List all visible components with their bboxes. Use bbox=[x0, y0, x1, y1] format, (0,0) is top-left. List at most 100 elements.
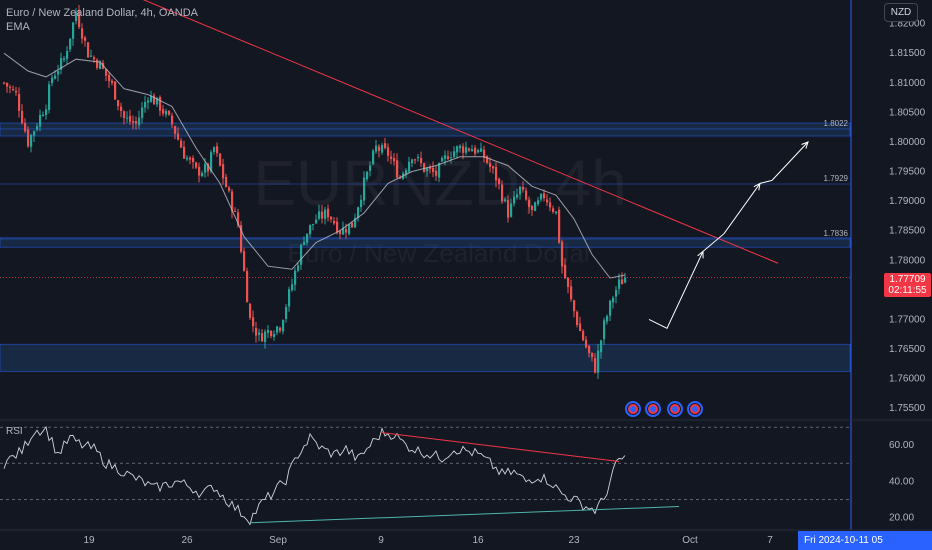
candle-body bbox=[546, 199, 549, 203]
economic-event-icon[interactable] bbox=[687, 401, 703, 417]
candle-body bbox=[279, 327, 282, 331]
economic-event-icon[interactable] bbox=[625, 401, 641, 417]
candle-body bbox=[417, 156, 420, 159]
candle-body bbox=[375, 145, 378, 152]
candle-body bbox=[576, 311, 579, 326]
candle-body bbox=[540, 193, 543, 200]
candle-body bbox=[336, 221, 339, 233]
candle-body bbox=[276, 326, 279, 333]
price-axis-tick: 1.79500 bbox=[889, 167, 926, 178]
candle-body bbox=[600, 340, 603, 353]
candle-body bbox=[468, 148, 471, 151]
candle-body bbox=[522, 186, 525, 190]
instrument-title: Euro / New Zealand Dollar, 4h, OANDA bbox=[6, 7, 198, 19]
rsi-pane bbox=[0, 419, 932, 526]
projection-arrowhead bbox=[753, 182, 761, 191]
sr-zone bbox=[0, 343, 851, 372]
candle-body bbox=[264, 331, 267, 342]
candle-body bbox=[615, 290, 618, 297]
rsi-line bbox=[3, 425, 626, 526]
candle-body bbox=[192, 158, 195, 163]
candle-body bbox=[579, 323, 582, 332]
economic-event-icon[interactable] bbox=[645, 401, 661, 417]
candle-body bbox=[525, 190, 528, 200]
candle-body bbox=[510, 203, 513, 217]
candle-body bbox=[585, 339, 588, 348]
currency-badge[interactable]: NZD bbox=[884, 3, 918, 22]
candle-body bbox=[120, 106, 123, 111]
candle-body bbox=[273, 334, 276, 337]
candle-body bbox=[357, 207, 360, 219]
candle-body bbox=[411, 159, 414, 164]
candle-body bbox=[90, 55, 93, 57]
candle-body bbox=[453, 151, 456, 158]
candle-body bbox=[492, 166, 495, 169]
candle-body bbox=[414, 159, 417, 161]
candle-body bbox=[156, 97, 159, 105]
candle-body bbox=[501, 184, 504, 202]
axes: 1.755001.760001.765001.770001.775001.780… bbox=[0, 19, 932, 546]
candle-body bbox=[27, 129, 30, 147]
ema-indicator-label[interactable]: EMA bbox=[6, 21, 30, 33]
candle-body bbox=[564, 264, 567, 279]
candle-body bbox=[231, 191, 234, 212]
candle-body bbox=[474, 147, 477, 154]
candle-body bbox=[84, 37, 87, 41]
candle-body bbox=[330, 216, 333, 220]
candle-body bbox=[54, 75, 57, 79]
crosshair-date-label: Fri 2024-10-11 05 bbox=[798, 531, 932, 550]
rsi-indicator-label[interactable]: RSI bbox=[6, 426, 23, 437]
time-axis-tick: Sep bbox=[269, 535, 287, 546]
candle-body bbox=[378, 146, 381, 151]
level-label: 1.7836 bbox=[824, 229, 849, 238]
candle-body bbox=[201, 172, 204, 177]
candle-body bbox=[516, 194, 519, 198]
candle-body bbox=[495, 166, 498, 181]
candle-body bbox=[393, 158, 396, 162]
candle-body bbox=[18, 94, 21, 111]
candle-body bbox=[105, 68, 108, 76]
price-axis-tick: 1.75500 bbox=[889, 403, 926, 414]
economic-event-icon[interactable] bbox=[667, 401, 683, 417]
candle-body bbox=[456, 146, 459, 153]
candle-body bbox=[543, 193, 546, 198]
candle-body bbox=[312, 224, 315, 226]
candle-body bbox=[438, 163, 441, 178]
candle-body bbox=[420, 158, 423, 164]
candle-body bbox=[303, 241, 306, 245]
candle-body bbox=[63, 58, 66, 60]
candle-body bbox=[222, 164, 225, 179]
drawings bbox=[142, 0, 809, 329]
candle-body bbox=[534, 202, 537, 212]
candle-body bbox=[459, 145, 462, 149]
candle-body bbox=[597, 350, 600, 373]
candle-body bbox=[561, 241, 564, 267]
candle-body bbox=[261, 333, 264, 342]
candle-body bbox=[327, 208, 330, 218]
candle-body bbox=[480, 148, 483, 152]
candle-body bbox=[243, 251, 246, 271]
candlesticks bbox=[3, 4, 627, 379]
candle-body bbox=[219, 153, 222, 166]
candle-body bbox=[555, 211, 558, 214]
candle-body bbox=[387, 147, 390, 156]
price-axis-tick: 1.78000 bbox=[889, 255, 926, 266]
time-axis-tick: Oct bbox=[682, 535, 698, 546]
candle-body bbox=[426, 168, 429, 172]
candle-body bbox=[66, 51, 69, 59]
candle-body bbox=[606, 316, 609, 322]
candle-body bbox=[291, 284, 294, 291]
candle-body bbox=[351, 222, 354, 228]
candle-body bbox=[81, 28, 84, 39]
candle-body bbox=[342, 227, 345, 235]
candle-body bbox=[483, 149, 486, 158]
candle-body bbox=[150, 95, 153, 102]
candle-body bbox=[210, 152, 213, 172]
candle-body bbox=[447, 156, 450, 160]
candle-body bbox=[441, 157, 444, 162]
candle-body bbox=[3, 82, 6, 84]
candle-body bbox=[381, 144, 384, 153]
candle-body bbox=[39, 114, 42, 127]
candle-body bbox=[135, 121, 138, 124]
